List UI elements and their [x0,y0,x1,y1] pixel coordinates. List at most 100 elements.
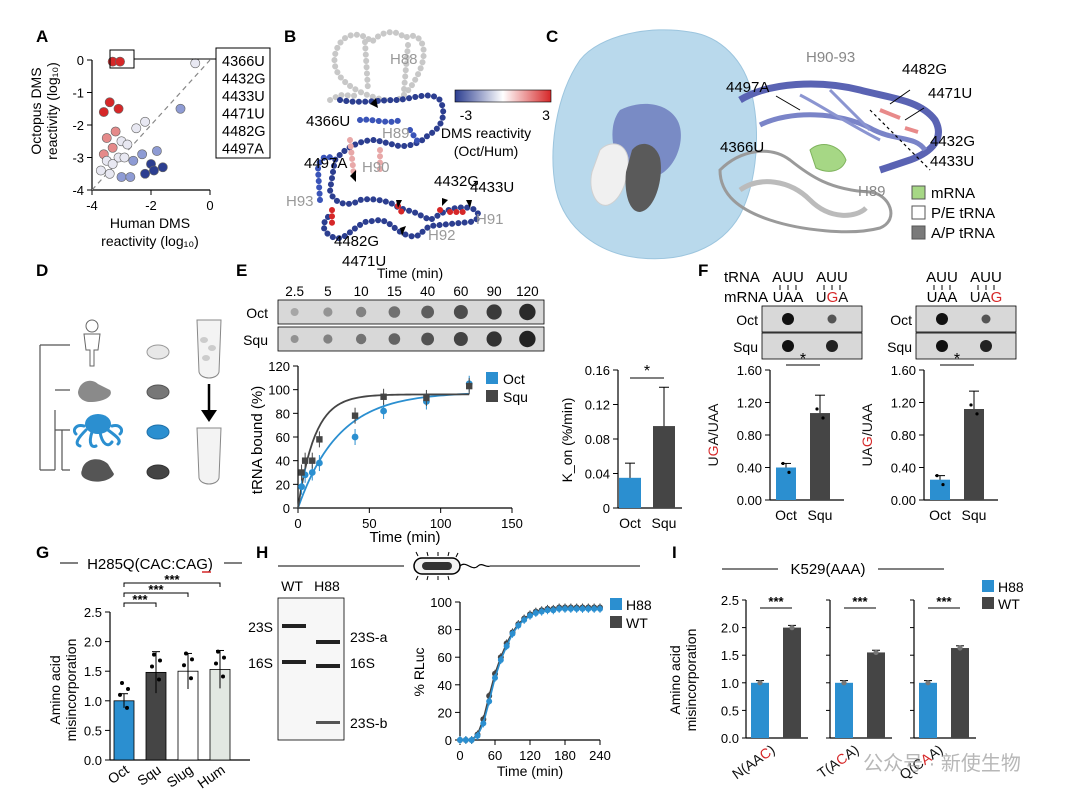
gel-16s: 16S [248,655,273,671]
a-data-point [157,162,168,173]
callout-site: 4482G [222,124,266,140]
codon: UAG [970,289,1003,306]
e-bar-ytick: 0.08 [585,432,610,447]
gel-lane-wt: WT [281,578,303,594]
f-xlabel: Oct [929,507,951,523]
g-xlabel: Slug [164,761,196,790]
blot-dot [826,340,838,352]
h-xtick: 0 [456,748,463,763]
c-label: H90-93 [806,49,855,66]
g-bar [113,700,135,761]
i-ytick: 0.5 [721,703,739,718]
dms-scale-bar [454,89,552,103]
i-sig: *** [852,594,868,609]
blot-dot [388,306,401,318]
h-point [521,616,528,623]
g-ytick: 1.5 [84,664,102,679]
h-ytick: 20 [438,705,452,720]
codon: UGA [816,289,849,306]
f-ylabel: UGA/UAA [705,403,721,467]
i-ytick: 1.0 [721,676,739,691]
f-ytick: 0.80 [737,428,762,443]
f-blot [761,332,863,360]
e-point-squ [423,394,430,402]
h-ylabel: % RLuc [411,647,427,696]
h-point [556,605,563,612]
callout-site: 4471U [222,107,265,123]
gel-image [277,597,345,741]
f-ytick: 1.20 [737,396,762,411]
e-ytick-label: 0 [283,501,290,516]
a-data-point [122,139,133,150]
i-bar [919,682,937,738]
g-ylabel-1: Amino acid [47,655,63,724]
h-xtick: 120 [519,748,541,763]
panel-e: Time (min) 2.5 5 10 15 40 60 90 120 Oct Squ 0 20… [243,265,682,546]
e-point-oct [380,407,387,415]
a-ytick-label: -4 [72,183,84,198]
codon: AUU [816,269,848,286]
e-time-label: 15 [387,284,402,299]
f-bar [810,413,830,500]
e-bar-xlabel: Oct [619,515,641,531]
c-label: 4497A [726,79,769,96]
e-row-oct: Oct [246,305,268,321]
e-point-oct [298,483,305,491]
e-ytick-label: 120 [268,359,290,374]
callout-site: 4366U [222,54,265,70]
e-point-oct [316,459,323,467]
h-point [538,608,545,615]
h-ytick: 60 [438,650,452,665]
blot-dot [355,333,367,345]
scale-title-2: (Oct/Hum) [454,143,519,159]
gel-23s-b: 23S-b [350,715,388,731]
f-ytick: 0.00 [737,493,762,508]
g-ytick: 0.0 [84,753,102,768]
a-data-point [107,142,118,153]
a-data-point [98,107,109,117]
h-ytick: 100 [430,595,452,610]
h-point [515,622,522,629]
e-xlabel: Time (min) [369,529,440,546]
blot-dot [486,304,502,320]
panel-label-g: G [36,543,49,562]
f-ytick: 1.20 [891,396,916,411]
i-ylabel-1: Amino acid [667,645,683,714]
e-point-squ [380,393,387,400]
a-data-point [149,165,159,176]
panel-label-d: D [36,261,48,280]
panel-label-f: F [698,261,708,280]
i-sig: *** [936,594,952,609]
g-ytick: 2.0 [84,635,102,650]
a-ytick-label: -3 [72,151,84,166]
i-group-label: T(ACA) [814,741,861,781]
a-data-point [125,172,136,182]
h-point [486,698,493,705]
h-point [462,737,469,743]
f-row-squ: Squ [733,339,758,355]
helix-label: H88 [390,51,418,68]
i-title: K529(AAA) [790,561,865,578]
e-time-label: 40 [420,284,435,299]
f-ytick: 0.80 [891,428,916,443]
e-bar-ytick: 0.16 [585,363,610,378]
site-label: 4366U [306,113,350,130]
i-ytick: 0.0 [721,731,739,746]
codon: AUU [970,269,1002,286]
i-bar [951,648,969,738]
panel-label-h: H [256,543,268,562]
codon: AUU [772,269,804,286]
f-mrna-label: mRNA [724,289,768,306]
a-xtick-label: 0 [206,198,213,213]
g-ytick: 0.5 [84,723,102,738]
h-point [567,605,574,612]
bacterium-icon [413,551,491,581]
e-xtick-label: 50 [362,516,376,531]
h-xtick: 60 [488,748,502,763]
c-legend-label: mRNA [931,185,975,202]
blot-dot [980,340,992,352]
h-point [544,607,551,614]
h-point [591,605,598,612]
e-xtick-label: 0 [294,516,301,531]
